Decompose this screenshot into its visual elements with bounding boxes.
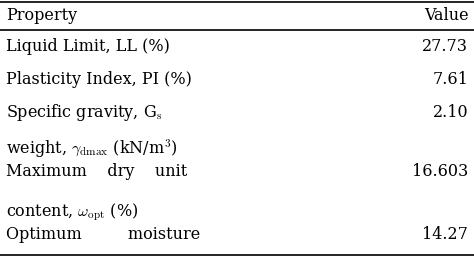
Text: 14.27: 14.27 [422, 226, 468, 243]
Text: 2.10: 2.10 [433, 104, 468, 121]
Text: Value: Value [424, 7, 468, 24]
Text: Property: Property [6, 7, 77, 24]
Text: Maximum    dry    unit: Maximum dry unit [6, 163, 187, 180]
Text: Optimum         moisture: Optimum moisture [6, 226, 200, 243]
Text: 16.603: 16.603 [412, 163, 468, 180]
Text: 7.61: 7.61 [432, 71, 468, 88]
Text: Plasticity Index, PI (%): Plasticity Index, PI (%) [6, 71, 191, 88]
Text: 27.73: 27.73 [422, 38, 468, 55]
Text: weight, $\gamma_\mathrm{dmax}$ (kN/m$^3$): weight, $\gamma_\mathrm{dmax}$ (kN/m$^3$… [6, 138, 177, 160]
Text: Specific gravity, G$_\mathrm{s}$: Specific gravity, G$_\mathrm{s}$ [6, 102, 162, 123]
Text: Liquid Limit, LL (%): Liquid Limit, LL (%) [6, 38, 170, 55]
Text: content, $\omega_\mathrm{opt}$ (%): content, $\omega_\mathrm{opt}$ (%) [6, 201, 138, 223]
